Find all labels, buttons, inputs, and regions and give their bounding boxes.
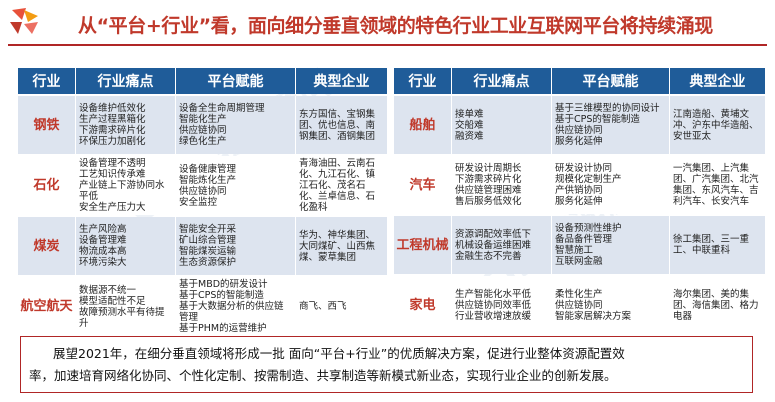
table-row: 工程机械 资源调配效率低下 机械设备运维困难 金融生态不完善 设备预测性维护 备… [394,216,766,274]
platform-enablement: 设备健康管理 智能炼化生产 供应链协同 安全监控 [176,156,296,215]
typical-companies: 华为、神华集团、大同煤矿、山西焦煤、蒙草集团 [296,217,388,275]
typical-companies: 海尔集团、美的集团、海信集团、格力电器 [670,276,766,334]
platform-enablement: 设备预测性维护 备品备件管理 智慧施工 互联网金融 [552,216,670,274]
platform-enablement: 基于MBD的研发设计 基于CPS的智能制造 基于大数据分析的供应链管理 基于PH… [176,277,296,336]
industry-name: 家电 [394,276,452,334]
industry-name: 汽车 [394,156,452,214]
header-pain: 行业痛点 [76,68,176,94]
table-row: 石化 设备管理不透明 工艺知识传承难 产业链上下游协同水平低 安全生产压力大 设… [18,156,388,215]
typical-companies: 徐工集团、三一重工、中联重科 [670,216,766,274]
pain-points: 生产智能化水平低 供应链协同效率低 行业营收增速放缓 [452,276,552,334]
industry-table-right: 行业 行业痛点 平台赋能 典型企业 船舶 接单难 交船难 融资难 基于三维模型的… [394,66,766,336]
table-row: 航空航天 数据源不统一 模型适配性不足 故障预测水平有待提升 基于MBD的研发设… [18,277,388,336]
industry-name: 船舶 [394,96,452,154]
table-row: 船舶 接单难 交船难 融资难 基于三维模型的协同设计 基于CPS的智能制造 供应… [394,96,766,154]
pain-points: 资源调配效率低下 机械设备运维困难 金融生态不完善 [452,216,552,274]
table-header-row: 行业 行业痛点 平台赋能 典型企业 [18,68,388,94]
header-enable: 平台赋能 [552,68,670,94]
summary-box: 展望2021年，在细分垂直领域将形成一批 面向“平台+行业”的优质解决方案，促进… [20,336,753,393]
pain-points: 数据源不统一 模型适配性不足 故障预测水平有待提升 [76,277,176,336]
summary-line: 展望2021年，在细分垂直领域将形成一批 面向“平台+行业”的优质解决方案，促进… [53,346,625,361]
industry-table-left: 行业 行业痛点 平台赋能 典型企业 钢铁 设备维护低效化 生产过程黑箱化 下游需… [18,66,388,338]
platform-enablement: 智能安全开采 矿山综合管理 智能煤炭运输 生态资源保护 [176,217,296,275]
typical-companies: 东方国信、宝钢集团、优也信息、南钢集团、酒钢集团 [296,96,388,154]
platform-enablement: 设备全生命周期管理 智能化生产 供应链协同 绿色化生产 [176,96,296,154]
pain-points: 设备维护低效化 生产过程黑箱化 下游需求碎片化 环保压力加剧化 [76,96,176,154]
industry-name: 航空航天 [18,277,76,336]
typical-companies: 青海油田、云南石化、九江石化、镇江石化、茂名石化、兰卓信息、石化盈科 [296,156,388,215]
industry-name: 钢铁 [18,96,76,154]
industry-name: 石化 [18,156,76,215]
page-title: 从“平台+行业”看，面向细分垂直领域的特色行业工业互联网平台将持续涌现 [78,15,713,37]
pain-points: 接单难 交船难 融资难 [452,96,552,154]
ccid-logo [10,8,38,34]
pain-points: 设备管理不透明 工艺知识传承难 产业链上下游协同水平低 安全生产压力大 [76,156,176,215]
header-industry: 行业 [18,68,76,94]
header-pain: 行业痛点 [452,68,552,94]
table-header-row: 行业 行业痛点 平台赋能 典型企业 [394,68,766,94]
header-enable: 平台赋能 [176,68,296,94]
platform-enablement: 柔性化生产 供应链协同 智能家居解决方案 [552,276,670,334]
pain-points: 生产风险高 设备管理难 物流成本高 环境污染大 [76,217,176,275]
title-divider [8,44,767,46]
header-companies: 典型企业 [296,68,388,94]
header-industry: 行业 [394,68,452,94]
summary-line: 率，加速培育网络化协同、个性化定制、按需制造、共享制造等新模式新业态，实现行业企… [29,368,617,383]
platform-enablement: 研发设计协同 规模化定制生产 产供销协同 服务化延伸 [552,156,670,214]
typical-companies: 江南造船、黄埔文冲、沪东中华造船、安世亚太 [670,96,766,154]
pain-points: 研发设计周期长 下游需求碎片化 供应链管理困难 售后服务低效化 [452,156,552,214]
table-row: 钢铁 设备维护低效化 生产过程黑箱化 下游需求碎片化 环保压力加剧化 设备全生命… [18,96,388,154]
table-row: 家电 生产智能化水平低 供应链协同效率低 行业营收增速放缓 柔性化生产 供应链协… [394,276,766,334]
header-companies: 典型企业 [670,68,766,94]
platform-enablement: 基于三维模型的协同设计 基于CPS的智能制造 供应链协同 服务化延伸 [552,96,670,154]
typical-companies: 商飞、西飞 [296,277,388,336]
table-row: 煤炭 生产风险高 设备管理难 物流成本高 环境污染大 智能安全开采 矿山综合管理… [18,217,388,275]
table-row: 汽车 研发设计周期长 下游需求碎片化 供应链管理困难 售后服务低效化 研发设计协… [394,156,766,214]
industry-name: 工程机械 [394,216,452,274]
typical-companies: 一汽集团、上汽集团、广汽集团、北汽集团、东风汽车、吉利汽车、长安汽车 [670,156,766,214]
industry-name: 煤炭 [18,217,76,275]
